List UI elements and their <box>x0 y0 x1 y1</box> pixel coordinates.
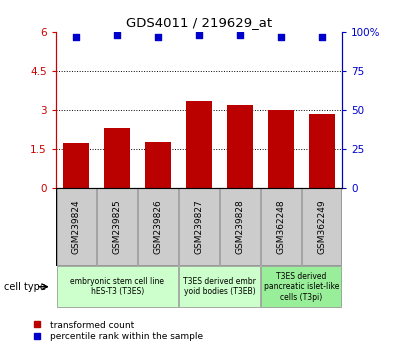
Text: T3ES derived
pancreatic islet-like
cells (T3pi): T3ES derived pancreatic islet-like cells… <box>263 272 339 302</box>
Text: GSM239828: GSM239828 <box>236 199 244 254</box>
Text: embryonic stem cell line
hES-T3 (T3ES): embryonic stem cell line hES-T3 (T3ES) <box>70 277 164 296</box>
Bar <box>308 114 335 188</box>
Bar <box>302 188 341 265</box>
Point <box>114 33 120 38</box>
Bar <box>226 104 253 188</box>
Bar <box>98 188 137 265</box>
Bar <box>145 142 172 188</box>
Bar <box>179 188 219 265</box>
Bar <box>179 266 259 307</box>
Title: GDS4011 / 219629_at: GDS4011 / 219629_at <box>126 16 272 29</box>
Text: GSM239824: GSM239824 <box>72 199 81 254</box>
Point <box>237 32 243 38</box>
Bar <box>63 143 90 188</box>
Point <box>196 32 202 38</box>
Bar <box>261 266 341 307</box>
Bar <box>220 188 259 265</box>
Bar <box>104 128 131 188</box>
Point <box>319 34 325 40</box>
Bar <box>186 101 212 188</box>
Text: GSM362248: GSM362248 <box>276 199 285 254</box>
Text: T3ES derived embr
yoid bodies (T3EB): T3ES derived embr yoid bodies (T3EB) <box>183 277 256 296</box>
Text: GSM362249: GSM362249 <box>317 199 326 254</box>
Bar <box>57 266 178 307</box>
Text: cell type: cell type <box>4 282 46 292</box>
Legend: transformed count, percentile rank within the sample: transformed count, percentile rank withi… <box>28 321 203 341</box>
Bar <box>267 110 294 188</box>
Point <box>73 34 79 39</box>
Point <box>278 34 284 39</box>
Text: GSM239826: GSM239826 <box>154 199 162 254</box>
Bar <box>261 188 300 265</box>
Bar <box>139 188 178 265</box>
Text: GSM239825: GSM239825 <box>113 199 122 254</box>
Point <box>155 34 161 39</box>
Bar <box>57 188 96 265</box>
Text: GSM239827: GSM239827 <box>195 199 203 254</box>
